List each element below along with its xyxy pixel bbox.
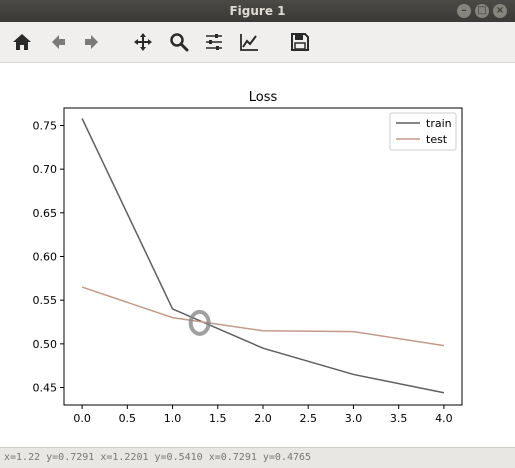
- x-tick-label: 1.0: [164, 412, 182, 425]
- status-bar: x=1.22 y=0.7291 x=1.2201 y=0.5410 x=0.72…: [0, 447, 515, 468]
- x-tick-label: 0.5: [119, 412, 137, 425]
- forward-button[interactable]: [80, 30, 104, 54]
- x-tick-label: 3.0: [345, 412, 363, 425]
- series-lines: [81, 118, 445, 394]
- series-line-test: [81, 286, 445, 347]
- chart-title: Loss: [249, 90, 278, 105]
- zoom-icon: [170, 33, 189, 52]
- minimize-button[interactable]: –: [457, 4, 471, 18]
- y-tick-label: 0.70: [33, 163, 58, 176]
- series-line-train: [81, 118, 445, 394]
- plot-frame: [63, 107, 463, 406]
- highlight-ellipse: [188, 309, 211, 336]
- y-tick-label: 0.75: [33, 119, 58, 132]
- y-tick-label: 0.60: [33, 251, 58, 264]
- forward-arrow-icon: [85, 35, 98, 49]
- legend-label-train: train: [426, 117, 452, 130]
- x-tick-label: 4.0: [435, 412, 453, 425]
- y-axis-ticks: 0.45 0.50 0.55 0.60 0.65 0.70 0.75: [33, 119, 64, 395]
- save-button[interactable]: [288, 30, 312, 54]
- edit-axis-icon: [240, 34, 258, 51]
- zoom-button[interactable]: [167, 30, 191, 54]
- back-button[interactable]: [46, 30, 70, 54]
- pan-button[interactable]: [131, 30, 155, 54]
- back-arrow-icon: [52, 35, 65, 49]
- x-tick-label: 1.5: [209, 412, 227, 425]
- save-icon: [291, 33, 309, 51]
- figure-canvas[interactable]: Loss 0.45 0.50 0.55 0.60 0.65 0.70 0.75 0.0 0.5…: [0, 63, 515, 447]
- pan-icon: [134, 33, 152, 51]
- y-tick-label: 0.65: [33, 207, 58, 220]
- x-tick-label: 2.0: [254, 412, 272, 425]
- status-text: x=1.22 y=0.7291 x=1.2201 y=0.5410 x=0.72…: [4, 452, 312, 463]
- y-tick-label: 0.45: [33, 382, 58, 395]
- toolbar: [0, 22, 515, 63]
- y-tick-label: 0.50: [33, 338, 58, 351]
- window-controls: – □ ×: [457, 4, 507, 18]
- home-button[interactable]: [10, 30, 34, 54]
- configure-subplots-icon: [206, 34, 222, 50]
- title-bar: Figure 1 – □ ×: [0, 0, 515, 22]
- configure-subplots-button[interactable]: [202, 30, 226, 54]
- x-tick-label: 3.5: [390, 412, 408, 425]
- x-tick-label: 0.0: [73, 412, 91, 425]
- window-title: Figure 1: [229, 4, 286, 18]
- close-button[interactable]: ×: [493, 4, 507, 18]
- y-tick-label: 0.55: [33, 294, 58, 307]
- annotation-layer: [188, 309, 211, 336]
- x-axis-ticks: 0.0 0.5 1.0 1.5 2.0 2.5 3.0 3.5 4.0: [73, 405, 453, 425]
- x-tick-label: 2.5: [299, 412, 317, 425]
- legend: train test: [389, 112, 457, 151]
- loss-chart: Loss 0.45 0.50 0.55 0.60 0.65 0.70 0.75 0.0 0.5…: [33, 90, 463, 425]
- legend-label-test: test: [426, 133, 448, 146]
- home-icon: [13, 34, 31, 50]
- edit-axis-button[interactable]: [237, 30, 261, 54]
- maximize-button[interactable]: □: [475, 4, 489, 18]
